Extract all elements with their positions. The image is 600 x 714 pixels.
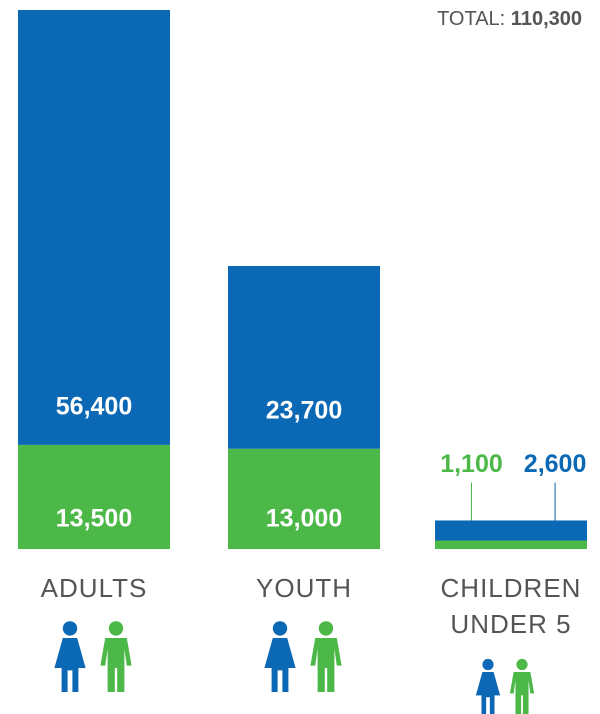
bar-segment [228,448,380,549]
boy-icon [509,658,535,714]
bar-segment [435,520,587,541]
bar-segment [228,266,380,449]
category-label: YOUTH [256,573,352,603]
value-label: 56,400 [56,393,132,421]
total-label: TOTAL: [437,8,506,30]
value-label: 13,000 [266,505,342,533]
category-label: ADULTS [40,573,148,603]
total-value: 110,300 [510,8,582,30]
girl-icon [54,621,86,692]
girl-icon [475,658,501,714]
bar-segment [435,540,587,549]
category-label: CHILDREN UNDER 5 [440,573,582,639]
bar-segment [18,444,170,549]
girl-icon [264,621,296,692]
bar-segment [18,10,170,445]
value-label: 1,100 [440,450,503,478]
total: TOTAL: 110,300 [437,8,582,31]
value-label: 23,700 [266,396,342,424]
boy-icon [310,621,342,692]
boy-icon [100,621,132,692]
value-label: 13,500 [56,505,132,533]
value-label: 2,600 [524,450,587,478]
